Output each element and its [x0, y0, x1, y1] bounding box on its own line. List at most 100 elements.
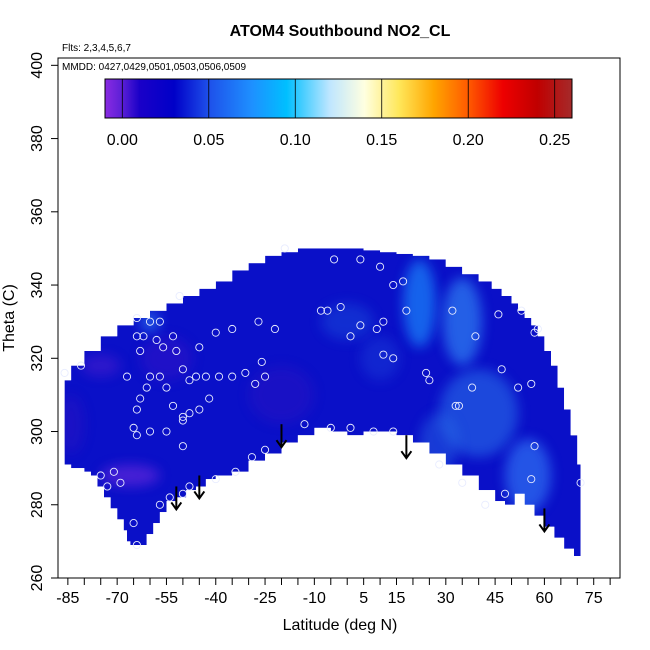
sample-point [379, 317, 388, 326]
field-blob-0 [403, 259, 436, 348]
sample-point [96, 471, 105, 480]
x-tick-label: 45 [486, 590, 504, 607]
field-blob-2 [439, 369, 519, 458]
y-axis-label: Theta (C) [1, 284, 18, 352]
sample-point [251, 379, 260, 388]
field-blob-7 [100, 464, 160, 487]
x-tick-label: 60 [536, 590, 554, 607]
sample-point [132, 313, 141, 323]
sample-point [136, 394, 145, 403]
flight-marker-arrow [400, 435, 413, 460]
sample-point [330, 255, 339, 264]
sample-point [191, 372, 201, 381]
sample-point [168, 401, 178, 410]
colorbar-tick-label: 0.00 [107, 132, 138, 149]
y-tick-label: 320 [29, 345, 46, 372]
y-tick-label: 400 [29, 52, 46, 79]
field-fill-group [64, 248, 581, 560]
sample-point [241, 368, 250, 377]
sample-point [165, 493, 174, 502]
sample-point [132, 431, 141, 440]
colorbar-gradient [104, 78, 573, 119]
sample-point [178, 365, 187, 374]
sample-point [145, 427, 155, 436]
sample-point [376, 262, 385, 271]
sample-point [451, 401, 460, 410]
sample-point [136, 346, 145, 356]
sample-point [530, 442, 539, 451]
arrow-head [193, 490, 206, 501]
sample-point [76, 361, 86, 370]
sample-point [323, 306, 332, 315]
sample-point [195, 405, 204, 414]
sample-point [132, 540, 141, 550]
arrow-head [275, 439, 288, 449]
y-tick-label: 300 [29, 418, 46, 445]
field-blob-8 [81, 354, 121, 377]
sample-point [326, 423, 335, 432]
sample-point [155, 500, 164, 509]
sample-point [145, 317, 155, 326]
field-blob-1 [442, 277, 482, 366]
colorbar-tick-label: 0.10 [280, 132, 311, 149]
sample-point [316, 306, 325, 315]
y-tick-label: 380 [29, 125, 46, 152]
chart-title: ATOM4 Southbound NO2_CL [230, 23, 451, 40]
arrow-head [538, 523, 551, 534]
x-tick-label: -10 [303, 590, 326, 607]
sample-point [379, 350, 388, 359]
arrow-head [400, 450, 413, 460]
sample-point [494, 310, 503, 319]
sample-point [336, 302, 345, 312]
colorbar: 0.00 0.05 0.10 0.15 0.20 0.25 [104, 78, 573, 149]
arrow-head [170, 501, 183, 512]
flights-annotation: Flts: 2,3,4,5,6,7 [62, 43, 131, 54]
sample-point [129, 423, 138, 432]
sample-point [132, 332, 141, 341]
sample-point [402, 306, 411, 315]
x-tick-label: 5 [359, 590, 368, 607]
x-tick-label: -70 [106, 590, 129, 607]
field-blob-11 [64, 394, 85, 454]
x-axis: -85 -70 -55 -40 -25 -10 5 15 30 45 60 75 [56, 577, 611, 607]
sample-point [247, 453, 256, 462]
sample-point [145, 372, 155, 381]
sample-point [422, 368, 431, 377]
field-blob-3 [504, 438, 551, 513]
sample-point [261, 445, 270, 454]
y-tick-label: 260 [29, 565, 46, 592]
colorbar-tick-label: 0.25 [539, 132, 570, 149]
sample-point [257, 357, 266, 366]
flight-markers [170, 424, 551, 534]
sample-point [152, 335, 161, 345]
sample-point [533, 324, 542, 334]
sample-point [195, 343, 204, 352]
sample-point [60, 368, 69, 377]
sample-point [468, 383, 477, 392]
sample-point [527, 379, 536, 388]
sample-point [162, 383, 171, 392]
field-blob-10 [248, 365, 315, 425]
sample-point [356, 321, 365, 330]
sample-point [356, 255, 365, 264]
x-tick-label: -55 [155, 590, 178, 607]
field-blob-12 [360, 336, 400, 381]
sample-point [514, 383, 523, 392]
sample-point [129, 519, 138, 528]
sample-point [132, 405, 141, 414]
sample-point [228, 372, 237, 381]
y-axis: 260 280 300 320 340 360 380 400 [29, 52, 59, 592]
sample-point [214, 372, 224, 381]
field-blob-6 [140, 310, 160, 333]
colorbar-tick-label: 0.05 [193, 132, 224, 149]
x-tick-label: 75 [585, 590, 603, 607]
sample-point [576, 478, 585, 487]
sample-point [346, 332, 355, 341]
x-tick-label: -40 [204, 590, 227, 607]
sample-point [389, 427, 398, 436]
sample-point [201, 372, 210, 381]
sample-point [261, 372, 270, 381]
sample-point [116, 478, 125, 487]
x-tick-label: -25 [253, 590, 276, 607]
